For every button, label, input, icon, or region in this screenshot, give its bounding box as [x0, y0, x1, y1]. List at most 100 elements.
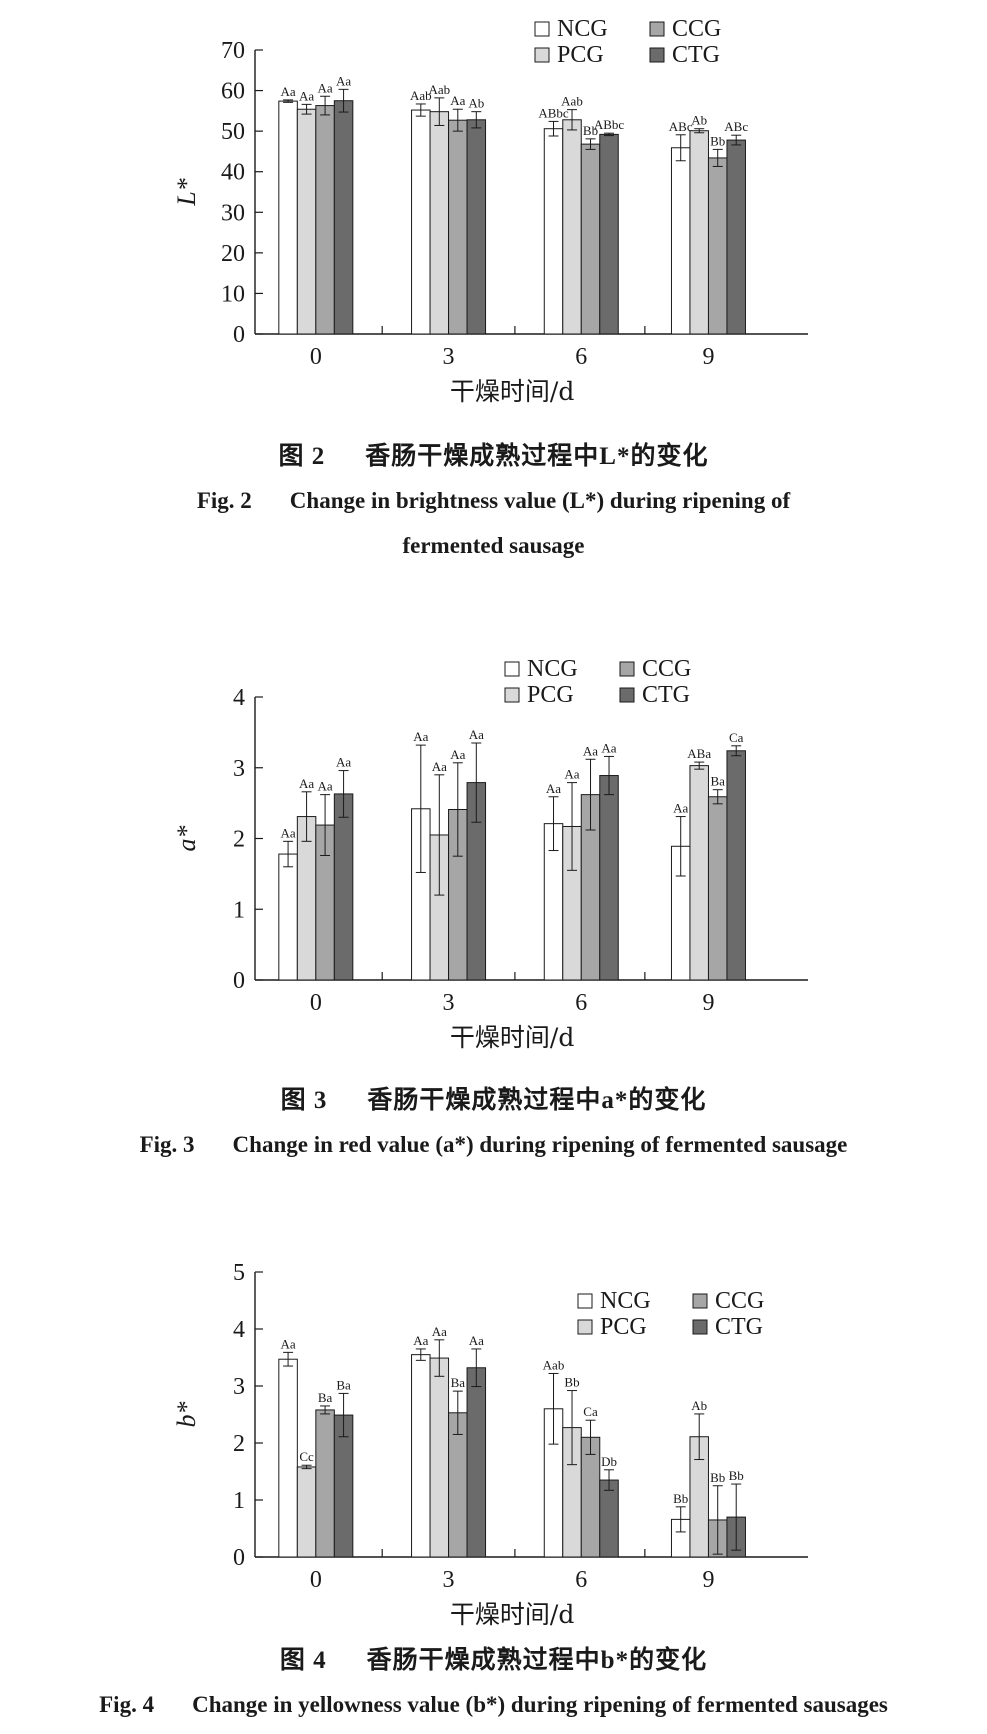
y-tick-label: 0	[233, 1545, 245, 1571]
significance-label: Ab	[468, 96, 484, 111]
x-tick-label: 3	[443, 1567, 455, 1593]
bar-PCG-day0	[296, 1466, 317, 1558]
legend-label-PCG: PCG	[527, 682, 574, 708]
legend-label-NCG: NCG	[600, 1288, 651, 1314]
fig2-title-en: Change in brightness value (L*) during r…	[289, 488, 791, 513]
legend-label-CCG: CCG	[642, 656, 691, 682]
fig2-label-en: Fig. 2	[196, 488, 252, 513]
y-tick-label: 4	[233, 685, 245, 711]
y-tick-label: 1	[233, 1488, 245, 1514]
bar-CTG-day9	[726, 750, 746, 981]
fig2-caption-cn: 图 2 香肠干燥成熟过程中L*的变化	[0, 436, 987, 472]
significance-label: Bb	[564, 1375, 579, 1390]
significance-label: ABc	[669, 119, 693, 134]
legend-swatch-CCG	[619, 661, 635, 677]
bar-CTG-day6	[599, 775, 619, 981]
significance-label: Aa	[336, 755, 351, 770]
y-tick-label: 20	[221, 241, 245, 267]
y-tick-label: 60	[221, 79, 245, 105]
significance-label: Aa	[299, 776, 314, 791]
bar-CTG-day0	[333, 793, 354, 981]
axes: 0 1 2 3 4 5 b* 0 3 6 9 干燥时间/d	[172, 1260, 808, 1629]
bar-CTG-day9	[726, 139, 746, 335]
y-tick-label: 3	[233, 1374, 245, 1400]
y-tick-label: 4	[233, 1317, 245, 1343]
fig2-label-cn: 图 2	[278, 443, 326, 470]
significance-label: Aa	[432, 1324, 447, 1339]
bar-CCG-day9	[707, 157, 728, 335]
legend-label-NCG: NCG	[527, 656, 578, 682]
significance-label: ABbc	[594, 117, 625, 132]
x-tick-label: 0	[310, 1567, 322, 1593]
significance-label: Bb	[583, 123, 598, 138]
significance-label: ABbc	[538, 105, 569, 120]
significance-label: Db	[601, 1454, 617, 1469]
fig4-title-cn: 香肠干燥成熟过程中b*的变化	[366, 1647, 708, 1674]
bar-PCG-day0	[296, 108, 317, 335]
fig2-title-en-line2: fermented sausage	[402, 533, 585, 558]
legend: NCG CCG PCG CTG	[504, 656, 691, 708]
bar-NCG-day6	[543, 128, 564, 335]
significance-label: Ab	[691, 1398, 707, 1413]
significance-label: Ba	[451, 1375, 466, 1390]
bar-NCG-day0	[278, 1358, 298, 1558]
significance-label: Aa	[601, 740, 616, 755]
significance-label: Aa	[450, 93, 465, 108]
x-tick-label: 0	[310, 344, 322, 370]
x-tick-label: 9	[702, 1567, 714, 1593]
y-tick-label: 30	[221, 200, 245, 226]
bar-CCG-day6	[580, 143, 601, 335]
x-tick-label: 3	[443, 344, 455, 370]
significance-label: Ba	[336, 1377, 351, 1392]
legend: NCG CCG PCG CTG	[534, 16, 721, 68]
bar-PCG-day3	[429, 1357, 450, 1558]
significance-label: Aa	[469, 727, 484, 742]
bar-NCG-day9	[670, 147, 691, 335]
significance-label: Aa	[280, 1336, 295, 1351]
y-tick-label: 3	[233, 756, 245, 782]
x-axis-label: 干燥时间/d	[450, 377, 574, 406]
significance-label: ABc	[724, 119, 748, 134]
legend-swatch-CCG	[649, 21, 665, 37]
y-tick-label: 70	[221, 38, 245, 64]
bar-NCG-day0	[278, 100, 298, 335]
x-tick-label: 0	[310, 990, 322, 1016]
significance-label: Ca	[729, 730, 744, 745]
bar-PCG-day6	[562, 119, 582, 335]
significance-label: Ca	[583, 1404, 598, 1419]
x-tick-label: 3	[443, 990, 455, 1016]
fig3-title-en: Change in red value (a*) during ripening…	[232, 1132, 848, 1157]
y-tick-label: 10	[221, 281, 245, 307]
bar-CCG-day0	[315, 1409, 335, 1558]
significance-label: Aab	[428, 82, 450, 97]
legend-label-CTG: CTG	[672, 42, 720, 68]
legend-swatch-CCG	[692, 1293, 708, 1309]
bar-NCG-day0	[278, 853, 298, 981]
significance-label: Aa	[546, 781, 561, 796]
significance-label: Aa	[336, 73, 351, 88]
significance-label: Aa	[673, 801, 688, 816]
y-tick-label: 0	[233, 968, 245, 994]
fig3-label-en: Fig. 3	[139, 1132, 195, 1157]
bar-CCG-day0	[315, 105, 335, 335]
significance-label: Aa	[280, 825, 295, 840]
x-tick-label: 9	[702, 990, 714, 1016]
bar-CTG-day6	[599, 133, 619, 335]
y-tick-label: 2	[233, 1431, 245, 1457]
significance-label: Aa	[432, 759, 447, 774]
legend-label-CTG: CTG	[715, 1314, 763, 1340]
x-tick-label: 6	[575, 990, 587, 1016]
significance-label: Aa	[299, 88, 314, 103]
legend-swatch-NCG	[534, 21, 550, 37]
axes: 0 10 20 30 40 50 60 70 L* 0 3 6 9 干燥时间/d	[172, 38, 808, 406]
bar-CCG-day3	[448, 119, 468, 335]
significance-label: Aab	[410, 88, 432, 103]
significance-label: Aab	[561, 94, 583, 109]
significance-label: Cc	[299, 1449, 314, 1464]
significance-label: Aa	[450, 747, 465, 762]
fig4-label-cn: 图 4	[279, 1647, 327, 1674]
